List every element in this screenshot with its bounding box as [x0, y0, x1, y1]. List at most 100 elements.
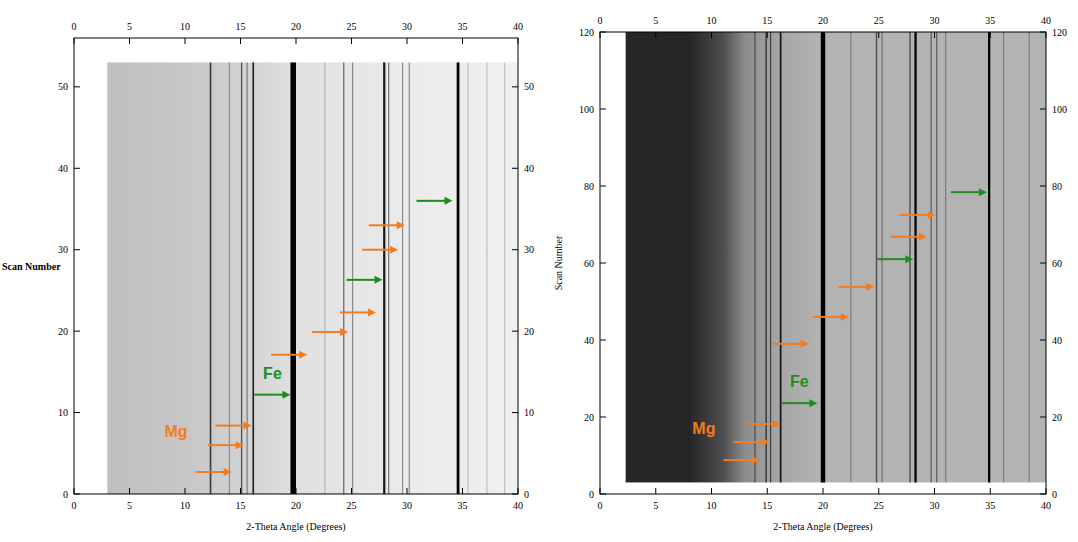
x-tick-top — [711, 32, 712, 38]
figure: MgFe005510101515202025253030353540400010… — [0, 0, 1078, 542]
x-tick-label: 30 — [402, 500, 412, 511]
arrow — [838, 283, 874, 291]
x-tick — [351, 488, 352, 494]
y-tick — [600, 417, 606, 418]
y-tick-label-right: 0 — [1052, 489, 1057, 500]
peak-line — [936, 32, 937, 482]
peak-line — [343, 62, 344, 494]
x-tick-label-top: 20 — [818, 15, 828, 26]
y-tick-right — [512, 331, 518, 332]
arrow-head — [282, 391, 290, 399]
arrow-head — [244, 422, 252, 430]
arrow-head — [368, 308, 376, 316]
y-tick-label: 20 — [584, 412, 594, 423]
x-tick — [407, 488, 408, 494]
y-tick-label-right: 60 — [1052, 258, 1062, 269]
x-tick — [74, 488, 75, 494]
x-tick-label: 0 — [72, 500, 77, 511]
peak-line — [290, 62, 296, 494]
series-label: Fe — [790, 373, 809, 390]
x-tick — [518, 488, 519, 494]
peak-line — [504, 62, 505, 494]
peak-line — [909, 32, 910, 482]
arrow-head — [445, 197, 453, 205]
x-tick-label: 25 — [874, 500, 884, 511]
y-tick-label-right: 100 — [1052, 104, 1067, 115]
x-tick-label-top: 35 — [985, 15, 995, 26]
arrow-head — [390, 246, 398, 254]
x-tick — [823, 488, 824, 494]
arrow-head — [236, 441, 244, 449]
x-tick-label-top: 25 — [347, 21, 357, 32]
y-tick — [600, 186, 606, 187]
x-tick-top — [823, 32, 824, 38]
y-tick-right — [1040, 109, 1046, 110]
x-tick-label: 0 — [598, 500, 603, 511]
chart-canvas: MgFe005510101515202025253030353540400010… — [0, 0, 1078, 542]
arrow-head — [299, 351, 307, 359]
y-tick-label-right: 20 — [524, 326, 534, 337]
peak-line — [876, 32, 877, 482]
arrow-shaft — [208, 444, 237, 446]
x-tick-label-top: 10 — [180, 21, 190, 32]
peak-line — [409, 62, 410, 494]
arrow — [369, 221, 405, 229]
x-tick-label-top: 30 — [402, 21, 412, 32]
y-tick — [600, 494, 606, 495]
y-tick-label: 60 — [584, 258, 594, 269]
y-tick-right — [512, 494, 518, 495]
y-tick-label: 40 — [58, 163, 68, 174]
y-tick-label: 20 — [58, 326, 68, 337]
x-tick — [711, 488, 712, 494]
arrow-shaft — [781, 402, 810, 404]
x-tick-label-top: 0 — [72, 21, 77, 32]
arrow — [745, 420, 781, 428]
arrow-shaft — [196, 471, 225, 473]
y-tick — [74, 331, 80, 332]
arrow-shaft — [773, 343, 802, 345]
x-tick-label-top: 10 — [707, 15, 717, 26]
x-tick-label-top: 20 — [291, 21, 301, 32]
plot-area — [107, 62, 518, 494]
arrow-shaft — [745, 423, 774, 425]
x-tick — [240, 488, 241, 494]
y-tick — [600, 109, 606, 110]
x-tick-label: 20 — [818, 500, 828, 511]
y-tick — [74, 412, 80, 413]
y-tick — [74, 249, 80, 250]
x-tick-top — [655, 32, 656, 38]
peak-line — [914, 32, 916, 482]
arrow-head — [375, 276, 383, 284]
arrow-shaft — [877, 258, 906, 260]
x-tick-label: 15 — [762, 500, 772, 511]
peak-line — [247, 62, 248, 494]
y-tick-label-right: 10 — [524, 407, 534, 418]
peak-line — [229, 62, 230, 494]
x-tick-top — [934, 32, 935, 38]
y-tick-right — [512, 168, 518, 169]
x-tick-top — [129, 38, 130, 44]
y-tick-right — [1040, 494, 1046, 495]
x-tick-label-top: 0 — [598, 15, 603, 26]
y-tick — [600, 32, 606, 33]
y-tick-label-right: 40 — [1052, 335, 1062, 346]
y-tick-right — [1040, 417, 1046, 418]
y-tick — [74, 86, 80, 87]
y-tick-label: 120 — [579, 27, 594, 38]
plot-frame — [600, 32, 1046, 494]
x-tick-top — [1046, 32, 1047, 38]
arrow — [773, 340, 809, 348]
arrow — [362, 246, 398, 254]
x-tick-label-top: 5 — [127, 21, 132, 32]
x-tick-top — [185, 38, 186, 44]
peak-line — [241, 62, 242, 494]
arrow — [254, 391, 290, 399]
y-tick-label: 50 — [58, 81, 68, 92]
arrow-shaft — [347, 279, 376, 281]
arrow-head — [841, 313, 849, 321]
arrow-head — [919, 233, 927, 241]
x-tick-top — [407, 38, 408, 44]
y-tick-label-right: 20 — [1052, 412, 1062, 423]
x-tick-label: 15 — [236, 500, 246, 511]
peak-line — [770, 32, 771, 482]
